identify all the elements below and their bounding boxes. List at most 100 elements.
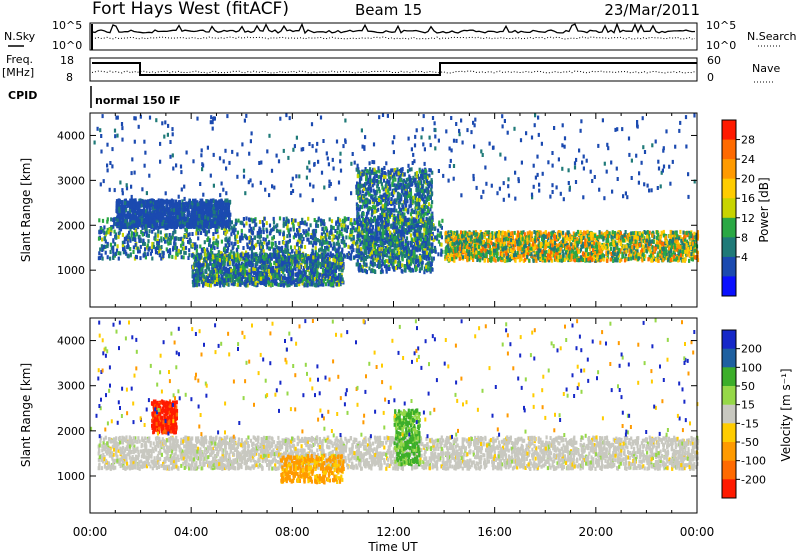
power-cell bbox=[212, 236, 215, 241]
power-cell bbox=[181, 240, 184, 245]
power-cell bbox=[676, 240, 679, 245]
power-cell bbox=[606, 258, 609, 263]
power-cell bbox=[294, 251, 297, 256]
power-cell bbox=[455, 255, 458, 260]
power-cell bbox=[248, 238, 251, 243]
power-cell bbox=[682, 244, 685, 249]
power-cell bbox=[579, 258, 582, 263]
power-cell bbox=[603, 254, 606, 259]
power-cell bbox=[621, 251, 624, 256]
power-cell bbox=[274, 247, 277, 252]
power-cell bbox=[693, 231, 696, 236]
power-cell bbox=[162, 223, 165, 228]
power-cell bbox=[686, 233, 689, 238]
power-cell bbox=[480, 232, 483, 236]
power-cell bbox=[292, 224, 295, 229]
power-cell bbox=[224, 222, 227, 227]
power-cell bbox=[181, 238, 185, 243]
power-cell bbox=[228, 217, 231, 222]
power-cell bbox=[674, 237, 678, 242]
power-cell bbox=[208, 242, 211, 247]
power-cell bbox=[593, 241, 596, 246]
power-cell bbox=[152, 200, 155, 205]
power-cell bbox=[439, 231, 443, 236]
power-cell bbox=[489, 250, 492, 255]
power-cell bbox=[208, 238, 211, 243]
power-cell bbox=[231, 246, 234, 251]
power-cell bbox=[570, 257, 573, 262]
power-cell bbox=[532, 258, 535, 263]
power-cell bbox=[520, 237, 523, 242]
power-cell bbox=[561, 233, 564, 238]
power-cell bbox=[464, 230, 467, 235]
power-cell bbox=[350, 249, 353, 254]
power-cell bbox=[683, 242, 686, 247]
power-cell bbox=[172, 201, 175, 206]
power-cell bbox=[565, 248, 568, 253]
power-cell bbox=[530, 244, 533, 249]
power-cell bbox=[246, 245, 249, 250]
power-cell bbox=[170, 198, 173, 203]
power-cell bbox=[438, 222, 441, 227]
power-cell bbox=[158, 246, 161, 251]
power-cell bbox=[466, 239, 469, 244]
power-cell bbox=[262, 237, 265, 242]
power-cell bbox=[157, 241, 160, 246]
power-cell bbox=[196, 244, 199, 249]
power-cell bbox=[181, 199, 184, 204]
power-cell bbox=[451, 242, 454, 247]
power-cell bbox=[280, 246, 283, 251]
power-cell bbox=[110, 217, 113, 222]
power-cell bbox=[504, 231, 507, 236]
power-cell bbox=[452, 248, 455, 253]
power-cell bbox=[436, 228, 440, 233]
power-cell bbox=[568, 246, 572, 251]
power-cell bbox=[314, 246, 317, 251]
power-cell bbox=[528, 242, 531, 247]
power-cell bbox=[509, 248, 512, 253]
power-cell bbox=[194, 246, 197, 251]
power-cell bbox=[100, 244, 103, 249]
power-cell bbox=[629, 252, 632, 257]
power-cell bbox=[263, 216, 266, 221]
power-cell bbox=[617, 255, 620, 260]
power-cell bbox=[476, 242, 479, 247]
power-cell bbox=[507, 249, 510, 254]
power-cell bbox=[541, 244, 544, 249]
power-cell bbox=[632, 245, 635, 250]
power-cell bbox=[668, 234, 671, 239]
power-cell bbox=[211, 218, 214, 223]
power-cell bbox=[540, 242, 543, 247]
power-cell bbox=[691, 247, 694, 252]
power-cell bbox=[440, 248, 443, 253]
power-cell bbox=[335, 221, 338, 226]
power-cell bbox=[450, 240, 453, 245]
power-cell bbox=[253, 235, 256, 240]
power-cell bbox=[633, 256, 636, 261]
power-cell bbox=[474, 240, 477, 245]
power-cell bbox=[243, 223, 246, 228]
power-cell bbox=[607, 238, 610, 242]
power-cell bbox=[99, 247, 102, 252]
power-cell bbox=[542, 231, 545, 236]
power-cell bbox=[106, 241, 109, 246]
power-cell bbox=[672, 254, 675, 259]
power-cell bbox=[542, 253, 545, 257]
power-cell bbox=[248, 246, 252, 251]
power-cell bbox=[445, 255, 448, 260]
power-cell bbox=[518, 233, 521, 238]
power-cell bbox=[274, 243, 277, 248]
power-cell bbox=[126, 254, 130, 258]
power-cell bbox=[160, 256, 163, 261]
power-cell bbox=[146, 233, 149, 238]
power-cell bbox=[543, 240, 546, 245]
power-cell bbox=[507, 232, 510, 237]
power-cell bbox=[141, 232, 144, 237]
power-cell bbox=[284, 249, 287, 254]
power-cell bbox=[696, 230, 699, 235]
power-cell bbox=[588, 242, 591, 247]
power-cell bbox=[660, 249, 663, 254]
power-cell bbox=[679, 229, 682, 234]
power-cell bbox=[662, 258, 665, 263]
power-cell bbox=[480, 249, 483, 253]
